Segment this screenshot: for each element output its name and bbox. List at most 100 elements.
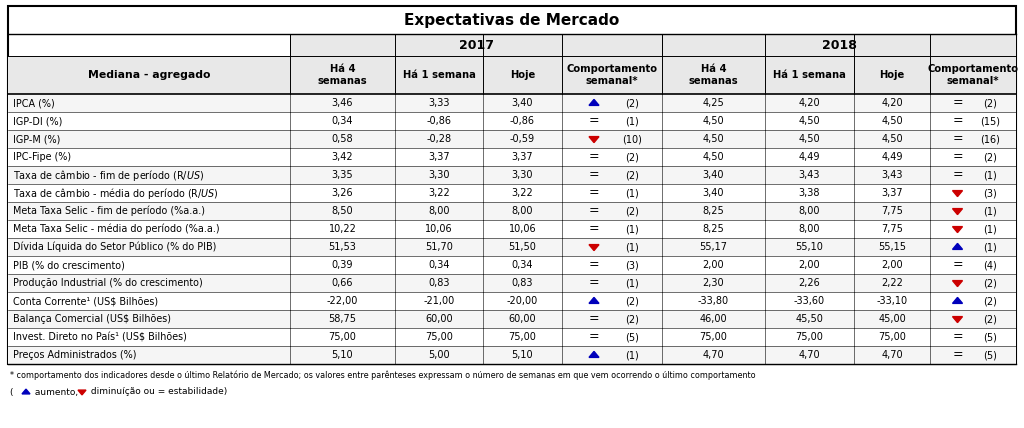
- Text: Taxa de câmbio - fim de período (R$/US$): Taxa de câmbio - fim de período (R$/US$): [13, 167, 205, 182]
- Text: =: =: [589, 259, 599, 271]
- Bar: [8, 346, 1016, 364]
- Text: 3,26: 3,26: [332, 188, 353, 198]
- Text: -22,00: -22,00: [327, 296, 358, 306]
- Text: diminuíção ou = estabilidade): diminuíção ou = estabilidade): [88, 387, 227, 396]
- Text: 2,22: 2,22: [881, 278, 903, 288]
- Text: (1): (1): [625, 242, 639, 252]
- Text: Invest. Direto no País¹ (US$ Bilhões): Invest. Direto no País¹ (US$ Bilhões): [13, 332, 186, 342]
- Text: 2,00: 2,00: [882, 260, 903, 270]
- Text: 8,00: 8,00: [512, 206, 534, 216]
- Text: 3,40: 3,40: [702, 188, 724, 198]
- Text: =: =: [589, 115, 599, 128]
- Text: =: =: [589, 223, 599, 235]
- Text: 3,42: 3,42: [332, 152, 353, 162]
- Text: (2): (2): [625, 98, 639, 108]
- Polygon shape: [589, 99, 599, 105]
- Text: (2): (2): [983, 278, 997, 288]
- Text: 5,10: 5,10: [332, 350, 353, 360]
- Text: 4,70: 4,70: [882, 350, 903, 360]
- Text: (1): (1): [983, 206, 997, 216]
- Text: 4,25: 4,25: [702, 98, 724, 108]
- Text: 3,30: 3,30: [428, 170, 450, 180]
- Text: 3,46: 3,46: [332, 98, 353, 108]
- Text: Meta Taxa Selic - média do período (%a.a.): Meta Taxa Selic - média do período (%a.a…: [13, 224, 219, 234]
- Text: 58,75: 58,75: [329, 314, 356, 324]
- Text: (2): (2): [625, 170, 639, 180]
- Bar: [8, 310, 1016, 328]
- Text: 75,00: 75,00: [796, 332, 823, 342]
- Text: (2): (2): [625, 314, 639, 324]
- Text: -0,28: -0,28: [426, 134, 452, 144]
- Text: IGP-M (%): IGP-M (%): [13, 134, 60, 144]
- Text: 75,00: 75,00: [878, 332, 906, 342]
- Text: =: =: [952, 169, 963, 181]
- Text: 4,49: 4,49: [882, 152, 903, 162]
- Polygon shape: [589, 351, 599, 357]
- Text: =: =: [589, 312, 599, 326]
- Text: 3,38: 3,38: [799, 188, 820, 198]
- Text: 45,00: 45,00: [879, 314, 906, 324]
- Text: (1): (1): [625, 188, 639, 198]
- Text: 0,83: 0,83: [512, 278, 534, 288]
- Text: (2): (2): [625, 296, 639, 306]
- Text: Há 1 semana: Há 1 semana: [773, 70, 846, 80]
- Text: =: =: [589, 187, 599, 199]
- Text: Há 1 semana: Há 1 semana: [402, 70, 475, 80]
- Text: 51,50: 51,50: [509, 242, 537, 252]
- Text: (1): (1): [625, 224, 639, 234]
- Text: -33,10: -33,10: [877, 296, 907, 306]
- Text: 8,00: 8,00: [428, 206, 450, 216]
- Text: * comportamento dos indicadores desde o último Relatório de Mercado; os valores : * comportamento dos indicadores desde o …: [10, 371, 756, 380]
- Text: 8,00: 8,00: [799, 206, 820, 216]
- Text: 4,50: 4,50: [702, 134, 724, 144]
- Text: (16): (16): [980, 134, 1000, 144]
- Text: 2017: 2017: [459, 39, 494, 51]
- Text: =: =: [952, 151, 963, 163]
- Text: (: (: [10, 387, 16, 396]
- Text: 60,00: 60,00: [425, 314, 453, 324]
- Bar: [8, 220, 1016, 238]
- Polygon shape: [589, 297, 599, 303]
- Text: 8,50: 8,50: [332, 206, 353, 216]
- Text: (5): (5): [983, 350, 997, 360]
- Bar: [8, 274, 1016, 292]
- Text: 3,37: 3,37: [428, 152, 450, 162]
- Text: 3,43: 3,43: [882, 170, 903, 180]
- Text: 2,00: 2,00: [799, 260, 820, 270]
- Text: 0,34: 0,34: [332, 116, 353, 126]
- Text: =: =: [952, 96, 963, 110]
- Text: Produção Industrial (% do crescimento): Produção Industrial (% do crescimento): [13, 278, 203, 288]
- Text: (4): (4): [983, 260, 997, 270]
- Text: 8,00: 8,00: [799, 224, 820, 234]
- Text: IGP-DI (%): IGP-DI (%): [13, 116, 62, 126]
- Text: Comportamento
semanal*: Comportamento semanal*: [566, 64, 657, 86]
- Text: -0,86: -0,86: [427, 116, 452, 126]
- Text: 55,17: 55,17: [699, 242, 727, 252]
- Text: 10,06: 10,06: [425, 224, 453, 234]
- Text: 2,00: 2,00: [702, 260, 724, 270]
- Text: Conta Corrente¹ (US$ Bilhões): Conta Corrente¹ (US$ Bilhões): [13, 296, 158, 306]
- Text: 3,30: 3,30: [512, 170, 534, 180]
- Text: -0,59: -0,59: [510, 134, 536, 144]
- Text: -33,80: -33,80: [698, 296, 729, 306]
- Text: 0,39: 0,39: [332, 260, 353, 270]
- Text: Hoje: Hoje: [880, 70, 904, 80]
- Text: (5): (5): [983, 332, 997, 342]
- Bar: [8, 328, 1016, 346]
- Text: 4,50: 4,50: [799, 134, 820, 144]
- Text: 2018: 2018: [821, 39, 856, 51]
- Text: Preços Administrados (%): Preços Administrados (%): [13, 350, 136, 360]
- Text: (2): (2): [983, 152, 997, 162]
- Text: 4,50: 4,50: [702, 116, 724, 126]
- Text: Há 4
semanas: Há 4 semanas: [317, 64, 368, 86]
- Text: 4,49: 4,49: [799, 152, 820, 162]
- Text: (2): (2): [983, 98, 997, 108]
- Text: 7,75: 7,75: [881, 206, 903, 216]
- Text: (1): (1): [625, 116, 639, 126]
- Bar: [8, 292, 1016, 310]
- Text: 51,70: 51,70: [425, 242, 453, 252]
- Text: Há 4
semanas: Há 4 semanas: [689, 64, 738, 86]
- Text: (3): (3): [625, 260, 639, 270]
- Text: 8,25: 8,25: [702, 206, 724, 216]
- Text: (3): (3): [983, 188, 997, 198]
